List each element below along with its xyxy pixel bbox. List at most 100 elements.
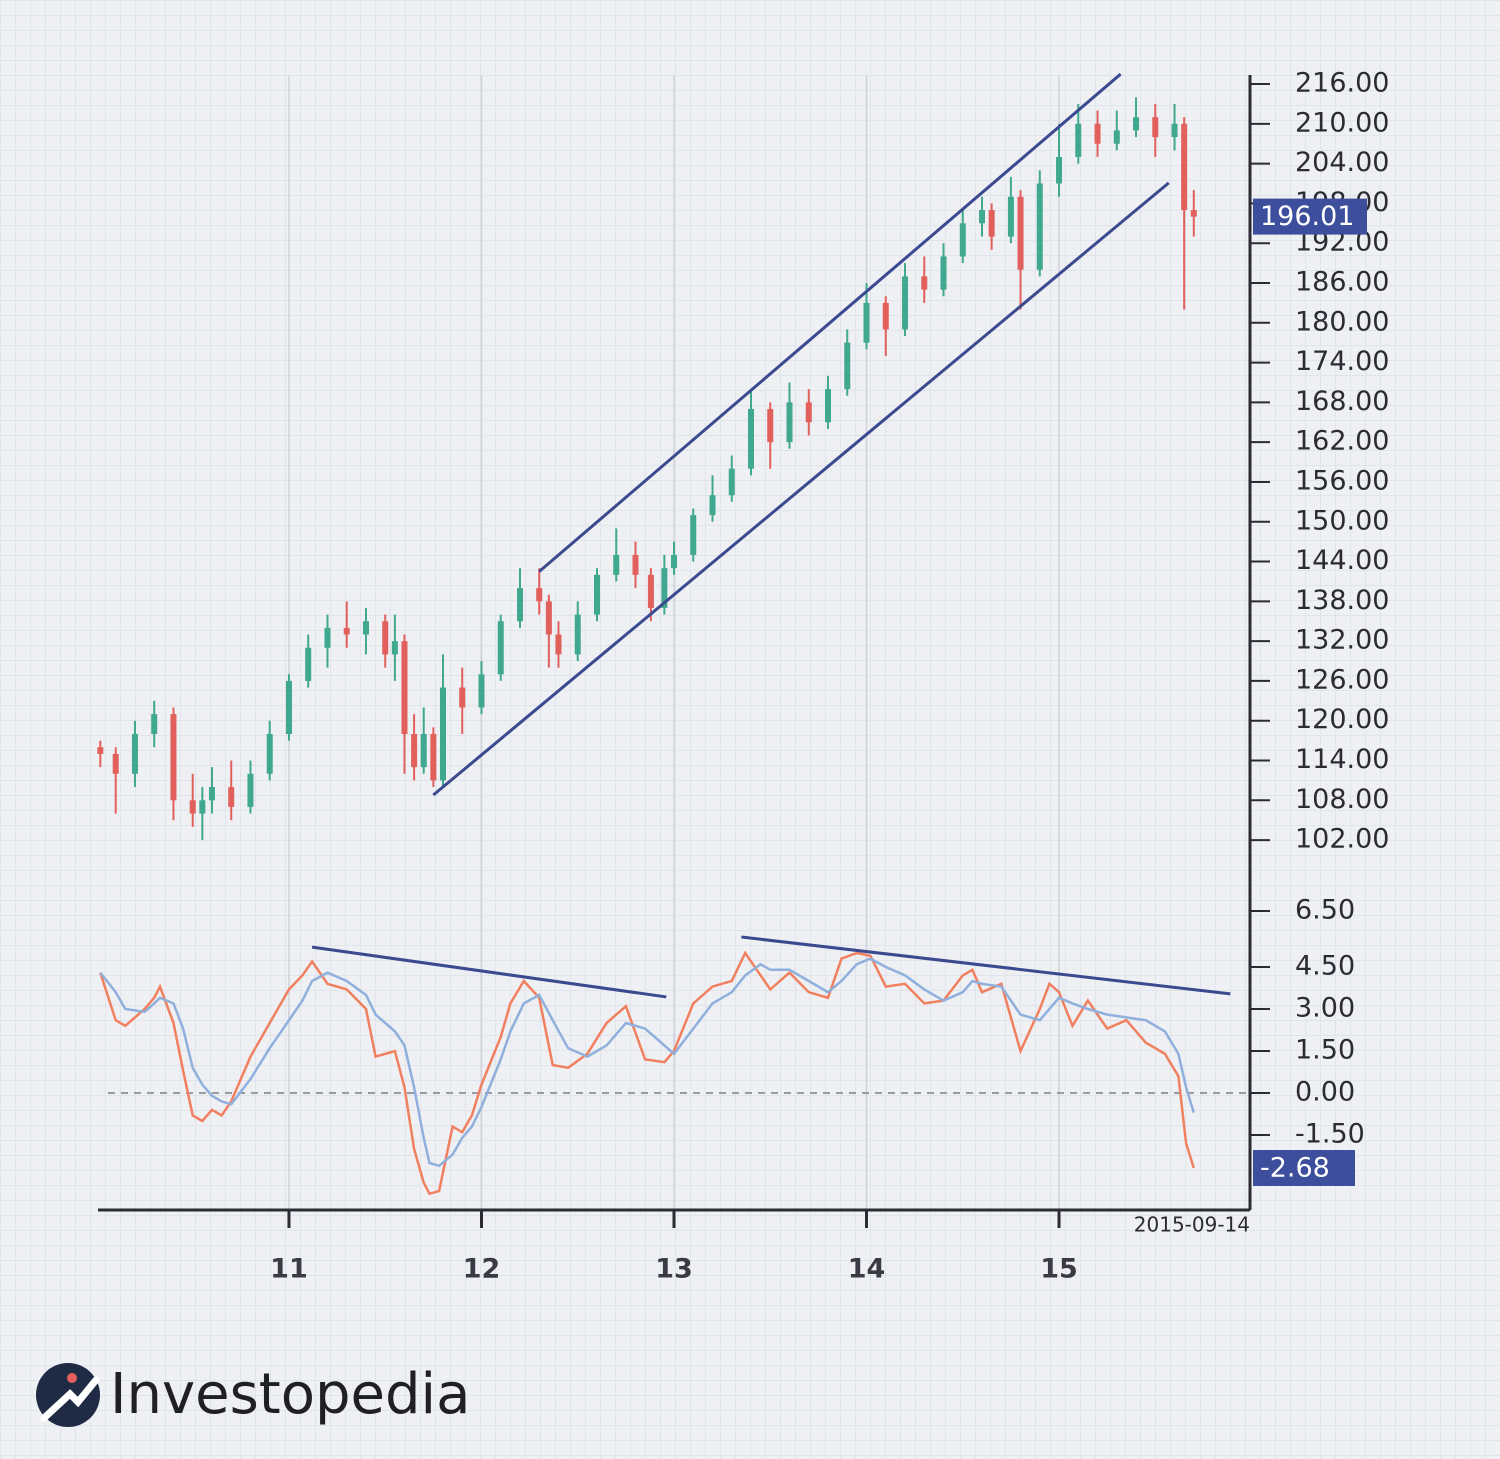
candle-body	[536, 588, 543, 602]
y-tick-label: 216.00	[1295, 68, 1389, 99]
candle-body	[131, 733, 138, 774]
candle-body	[285, 680, 292, 734]
candle-body	[844, 342, 851, 390]
candle-body	[1094, 123, 1101, 144]
candle-body	[228, 787, 235, 807]
candle-body	[690, 515, 697, 555]
candle-body	[593, 574, 600, 615]
candle-body	[497, 621, 504, 675]
x-tick-label: 12	[463, 1254, 501, 1285]
candle-body	[362, 621, 369, 635]
candle-body	[921, 276, 928, 290]
trend-line	[538, 72, 1122, 573]
candle-body	[555, 634, 562, 655]
y-tick-label: 180.00	[1295, 306, 1389, 337]
y-tick-label: 132.00	[1295, 625, 1389, 656]
candle-body	[151, 714, 158, 734]
y-tick-label: 138.00	[1295, 585, 1389, 616]
logo-dot	[67, 1373, 77, 1383]
candle-body	[1075, 123, 1082, 157]
y-tick-label: -1.50	[1295, 1118, 1365, 1149]
candle-body	[411, 733, 418, 768]
candle-body	[805, 402, 812, 423]
candle-body	[786, 402, 793, 443]
candle-body	[420, 733, 427, 768]
candle-body	[343, 627, 350, 635]
y-tick-label: 162.00	[1295, 426, 1389, 457]
x-tick-label: 13	[655, 1254, 693, 1285]
trend-line	[432, 181, 1170, 797]
candle-body	[1190, 210, 1197, 217]
x-end-label: 2015-09-14	[1134, 1213, 1250, 1237]
candle-body	[1017, 196, 1024, 270]
candle-body	[324, 627, 331, 648]
y-tick-label: 210.00	[1295, 107, 1389, 138]
candle-body	[940, 256, 947, 290]
y-tick-label: 108.00	[1295, 784, 1389, 815]
brand: Investopedia	[110, 1362, 470, 1427]
y-tick-label: 6.50	[1295, 894, 1355, 925]
candle-body	[1007, 196, 1014, 237]
y-tick-label: 156.00	[1295, 465, 1389, 496]
candle-body	[208, 787, 215, 801]
candle-body	[671, 554, 677, 569]
y-tick-label: 102.00	[1295, 824, 1389, 855]
candle-body	[305, 647, 312, 681]
candle-body	[882, 302, 889, 330]
candle-body	[574, 614, 581, 655]
candle-body	[661, 568, 668, 608]
last-value-label: -2.68	[1260, 1153, 1330, 1184]
y-tick-label: 126.00	[1295, 664, 1389, 695]
y-tick-label: 150.00	[1295, 505, 1389, 536]
candle-body	[1036, 183, 1043, 270]
y-tick-label: 168.00	[1295, 386, 1389, 417]
candle-body	[647, 574, 654, 608]
y-tick-label: 1.50	[1295, 1034, 1355, 1065]
candle-body	[728, 468, 735, 496]
candle-body	[199, 800, 206, 814]
candle-body	[401, 641, 408, 734]
logo-mark	[40, 1376, 100, 1422]
candle-body	[189, 800, 196, 814]
candle-body	[112, 753, 119, 774]
candle-body	[97, 747, 104, 754]
candle-body	[632, 554, 639, 575]
candle-body	[1056, 156, 1063, 184]
candle-body	[748, 409, 755, 469]
indicator-line	[99, 957, 1195, 1168]
candle-body	[825, 389, 832, 423]
y-tick-label: 144.00	[1295, 545, 1389, 576]
candle-body	[516, 588, 523, 622]
last-value-box	[1253, 1150, 1355, 1187]
candle-body	[247, 773, 254, 807]
indicator-line	[99, 950, 1195, 1196]
y-tick-label: 204.00	[1295, 147, 1389, 178]
candle-body	[863, 302, 870, 343]
candle-body	[430, 733, 437, 781]
x-tick-label: 11	[270, 1254, 308, 1285]
candle-body	[391, 641, 398, 655]
candle-body	[1152, 117, 1159, 138]
trend-line	[311, 945, 667, 999]
candle-body	[902, 276, 909, 330]
y-tick-label: 3.00	[1295, 992, 1355, 1023]
y-tick-label: 120.00	[1295, 704, 1389, 735]
logo: Investopedia	[36, 1362, 470, 1427]
x-tick-label: 15	[1040, 1254, 1078, 1285]
candle-body	[988, 210, 995, 237]
candle-body	[382, 621, 389, 655]
y-tick-label: 114.00	[1295, 744, 1389, 775]
candle-body	[459, 687, 466, 708]
candle-body	[959, 223, 966, 257]
candle-body	[709, 495, 716, 516]
candle-body	[1133, 117, 1140, 131]
last-value-box	[1253, 198, 1367, 235]
y-tick-label: 0.00	[1295, 1076, 1355, 1107]
candle-body	[1171, 123, 1178, 138]
candle-body	[613, 554, 620, 575]
candle-body	[1181, 123, 1188, 211]
candle-body	[979, 210, 986, 224]
candle-body	[478, 674, 485, 708]
